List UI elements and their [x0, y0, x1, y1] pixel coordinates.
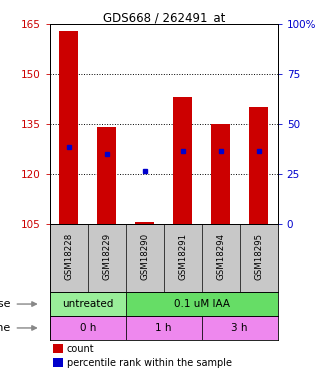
Bar — [126, 292, 278, 316]
Text: untreated: untreated — [62, 299, 113, 309]
Bar — [53, 358, 64, 368]
Text: dose: dose — [0, 299, 11, 309]
Bar — [97, 128, 116, 224]
Text: percentile rank within the sample: percentile rank within the sample — [67, 358, 232, 368]
Text: GSM18294: GSM18294 — [216, 233, 225, 280]
Title: GDS668 / 262491_at: GDS668 / 262491_at — [102, 11, 225, 24]
Bar — [135, 222, 154, 224]
Bar — [59, 31, 78, 224]
Bar — [211, 124, 230, 224]
Bar — [173, 98, 192, 224]
Text: count: count — [67, 344, 94, 354]
Text: time: time — [0, 323, 11, 333]
Bar — [202, 316, 278, 340]
Text: 0.1 uM IAA: 0.1 uM IAA — [174, 299, 230, 309]
Bar — [53, 344, 64, 353]
Text: GSM18295: GSM18295 — [254, 233, 263, 280]
Bar — [249, 108, 268, 224]
Text: GSM18291: GSM18291 — [178, 233, 187, 280]
Text: GSM18228: GSM18228 — [64, 233, 73, 280]
Bar — [50, 292, 126, 316]
Text: GSM18290: GSM18290 — [140, 233, 149, 280]
Text: GSM18229: GSM18229 — [102, 233, 111, 280]
Text: 0 h: 0 h — [80, 323, 96, 333]
Bar — [50, 316, 126, 340]
Bar — [126, 316, 202, 340]
Text: 3 h: 3 h — [231, 323, 248, 333]
Text: 1 h: 1 h — [155, 323, 172, 333]
